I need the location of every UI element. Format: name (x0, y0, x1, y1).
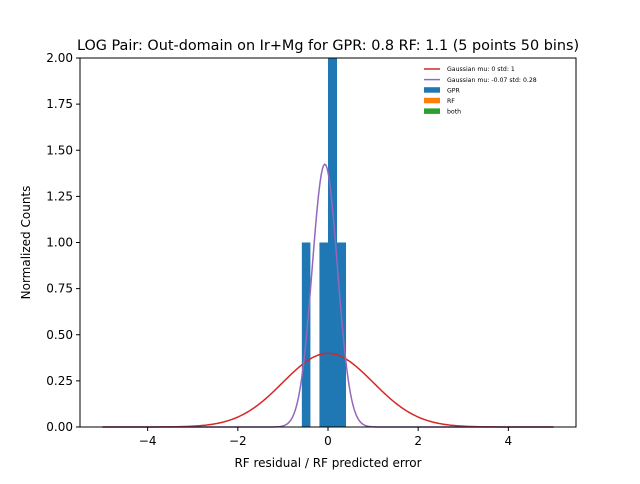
y-tick-label: 0.00 (46, 420, 73, 434)
legend-swatch (424, 87, 440, 93)
y-tick-label: 0.25 (46, 374, 73, 388)
y-axis-label: Normalized Counts (19, 186, 33, 300)
y-tick-label: 0.50 (46, 328, 73, 342)
legend-label: Gaussian mu: -0.07 std: 0.28 (447, 77, 537, 84)
legend-label: both (447, 109, 461, 116)
y-tick-label: 1.75 (46, 97, 73, 111)
bar-gpr-3 (337, 242, 347, 427)
legend-label: Gaussian mu: 0 std: 1 (447, 66, 515, 73)
legend-label: RF (447, 98, 455, 105)
x-axis-label: RF residual / RF predicted error (234, 456, 421, 470)
x-axis-ticks: −4 −2 0 2 4 (139, 427, 512, 448)
legend-label: GPR (447, 87, 461, 94)
x-tick-label: −4 (139, 434, 157, 448)
bar-gpr-2 (328, 58, 338, 427)
y-tick-label: 0.75 (46, 282, 73, 296)
legend-swatch (424, 108, 440, 114)
y-tick-label: 2.00 (46, 51, 73, 65)
legend-swatch (424, 97, 440, 104)
y-tick-label: 1.25 (46, 189, 73, 203)
y-tick-label: 1.50 (46, 143, 73, 157)
chart-title: LOG Pair: Out-domain on Ir+Mg for GPR: 0… (77, 38, 579, 54)
x-tick-label: −2 (229, 434, 247, 448)
legend: Gaussian mu: 0 std: 1 Gaussian mu: -0.07 … (424, 66, 537, 116)
x-tick-label: 0 (324, 434, 332, 448)
x-tick-label: 2 (414, 434, 422, 448)
x-tick-label: 4 (505, 434, 513, 448)
bar-gpr-1 (319, 242, 328, 427)
y-axis-ticks: 0.00 0.25 0.50 0.75 1.00 1.25 1.50 1.75 2.00 (46, 51, 80, 434)
y-tick-label: 1.00 (46, 236, 73, 250)
